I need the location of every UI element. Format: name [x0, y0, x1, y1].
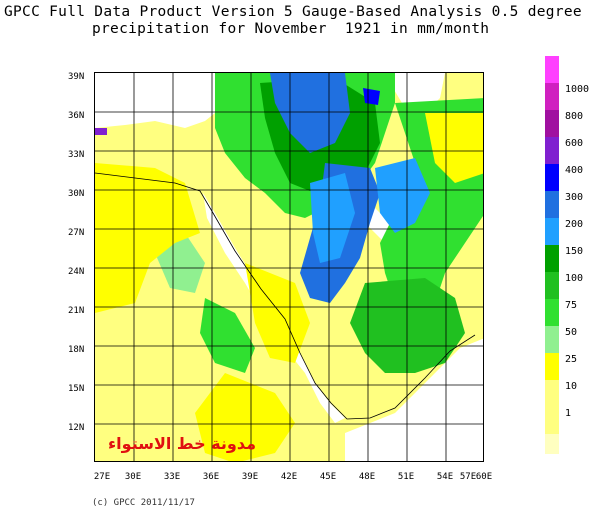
yellow-egypt — [95, 163, 200, 313]
lat-label: 36N — [68, 111, 85, 121]
map-drawing — [95, 73, 483, 461]
title-line-1: GPCC Full Data Product Version 5 Gauge-B… — [4, 4, 582, 20]
lon-label: 36E — [202, 472, 220, 482]
lat-label: 21N — [68, 306, 85, 316]
lat-label: 27N — [68, 228, 85, 238]
watermark-text: مدونة خط الاستواء — [108, 434, 256, 453]
legend-label: 1000 — [565, 84, 590, 95]
lat-label: 30N — [68, 189, 85, 199]
legend-swatch — [545, 110, 559, 137]
legend-swatch — [545, 380, 559, 407]
legend-swatch — [545, 407, 559, 434]
blue-iran — [375, 158, 430, 233]
legend-label: 100 — [565, 273, 584, 284]
legend-swatch — [545, 299, 559, 326]
legend-swatch — [545, 353, 559, 380]
legend-swatch — [545, 191, 559, 218]
legend-label: 200 — [565, 219, 584, 230]
precipitation-map — [94, 72, 484, 462]
legend-label: 300 — [565, 192, 584, 203]
legend-swatch — [545, 56, 559, 83]
lon-label: 51E — [397, 472, 415, 482]
lon-label: 57E — [459, 472, 477, 482]
copyright: (c) GPCC 2011/11/17 — [92, 498, 195, 508]
lon-label: 39E — [241, 472, 259, 482]
legend-label: 150 — [565, 246, 584, 257]
legend-label: 600 — [565, 138, 584, 149]
legend-swatch — [545, 245, 559, 272]
legend-label: 400 — [565, 165, 584, 176]
legend-swatch — [545, 218, 559, 245]
light-blue — [310, 173, 355, 263]
legend-swatch — [545, 83, 559, 110]
lon-label: 27E — [93, 472, 111, 482]
lat-label: 18N — [68, 345, 85, 355]
lon-label: 30E — [124, 472, 142, 482]
legend-label: 75 — [565, 300, 578, 311]
legend-label: 1 — [565, 408, 572, 419]
lon-label: 42E — [280, 472, 298, 482]
legend-swatch — [545, 434, 559, 454]
yellow-south — [195, 373, 295, 461]
legend-swatch — [545, 272, 559, 299]
lon-label: 33E — [163, 472, 181, 482]
purple-spot — [95, 128, 107, 135]
mediterranean-sea — [95, 73, 215, 128]
legend-label: 25 — [565, 354, 578, 365]
legend-swatch — [545, 137, 559, 164]
green-south — [350, 278, 465, 373]
lon-label: 54E — [436, 472, 454, 482]
legend-label: 10 — [565, 381, 578, 392]
legend-swatch — [545, 326, 559, 353]
arabian-sea — [345, 338, 483, 461]
lat-label: 39N — [68, 72, 85, 82]
lon-label: 48E — [358, 472, 376, 482]
color-legend — [545, 56, 559, 454]
lat-label: 33N — [68, 150, 85, 160]
legend-swatch — [545, 164, 559, 191]
lon-label: 45E — [319, 472, 337, 482]
legend-label: 800 — [565, 111, 584, 122]
legend-label: 50 — [565, 327, 578, 338]
lat-label: 12N — [68, 423, 85, 433]
green-yemen — [200, 298, 255, 373]
graticule — [95, 73, 483, 461]
lat-label: 24N — [68, 267, 85, 277]
lon-label: 60E — [475, 472, 493, 482]
coastline — [95, 172, 476, 420]
lat-label: 15N — [68, 384, 85, 394]
title-line-2: precipitation for November 1921 in mm/mo… — [92, 21, 490, 37]
dark-blue-spot — [363, 88, 380, 105]
yellow-east — [425, 113, 483, 183]
